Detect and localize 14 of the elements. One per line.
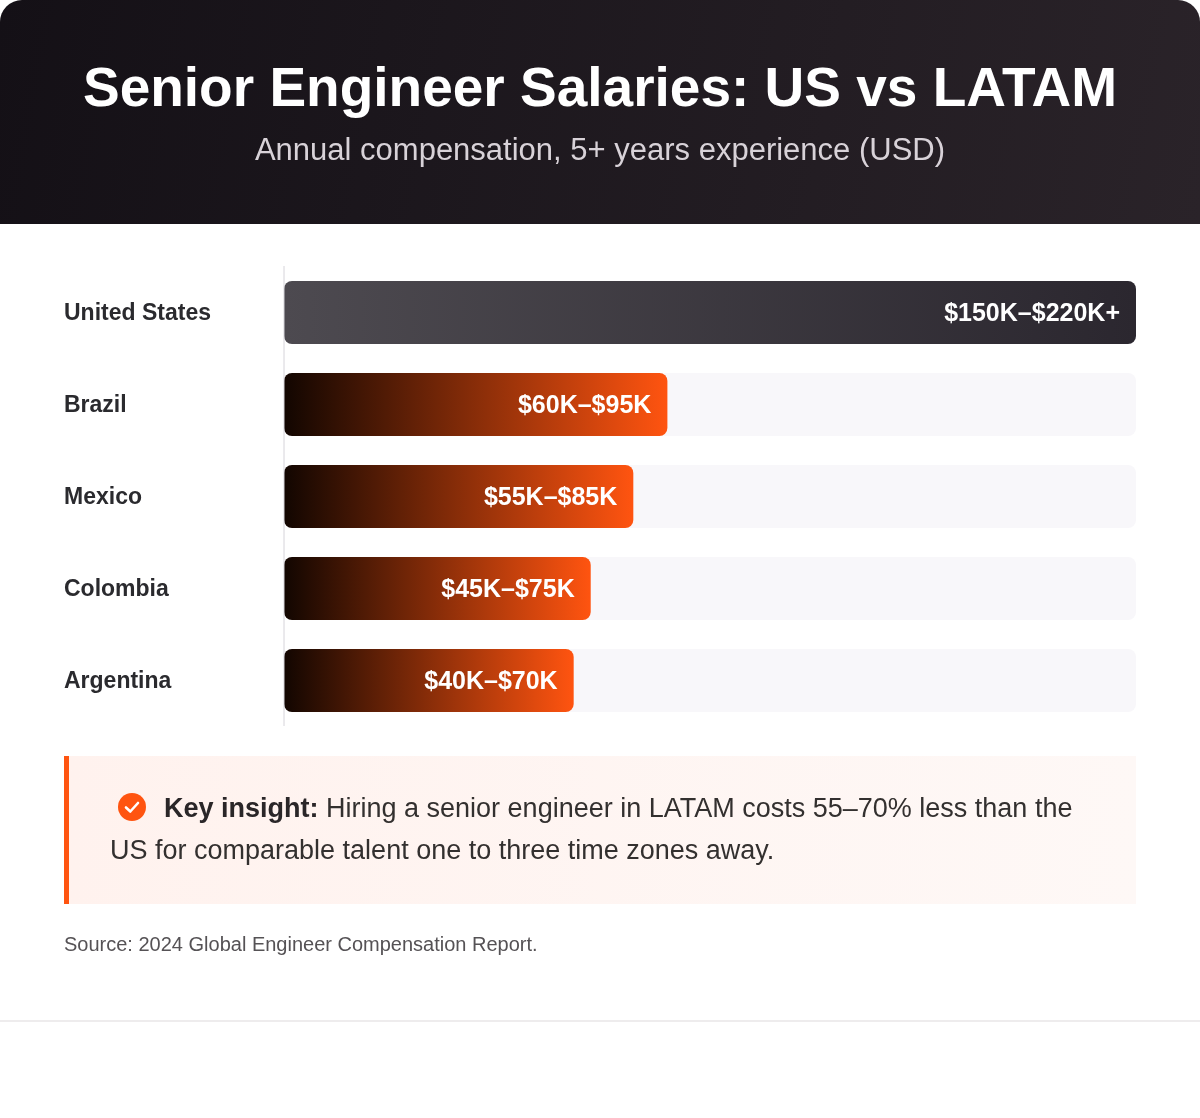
chart-subtitle: Annual compensation, 5+ years experience (USD) [254, 132, 946, 167]
annotation: $150K–$220K+ [944, 298, 1120, 327]
y-tick-label: Mexico [64, 483, 142, 509]
text: Key insight: Hiring a senior engineer in LATAM costs 55–70% less than the US for comparable talent one to three time zones away. [110, 793, 1073, 865]
annotation: $55K–$85K [483, 482, 618, 511]
annotation: $45K–$75K [441, 574, 575, 603]
y-tick-label: Colombia [64, 575, 169, 601]
y-tick-label: Argentina [64, 667, 172, 693]
annotation: $40K–$70K [424, 666, 558, 695]
y-tick-label: Brazil [64, 391, 127, 417]
chart-title: Senior Engineer Salaries: US vs LATAM [82, 56, 1118, 118]
source-note: Source: 2024 Global Engineer Compensation Report. [64, 933, 538, 955]
y-tick-label: United States [64, 299, 211, 325]
annotation: $60K–$95K [517, 390, 652, 419]
